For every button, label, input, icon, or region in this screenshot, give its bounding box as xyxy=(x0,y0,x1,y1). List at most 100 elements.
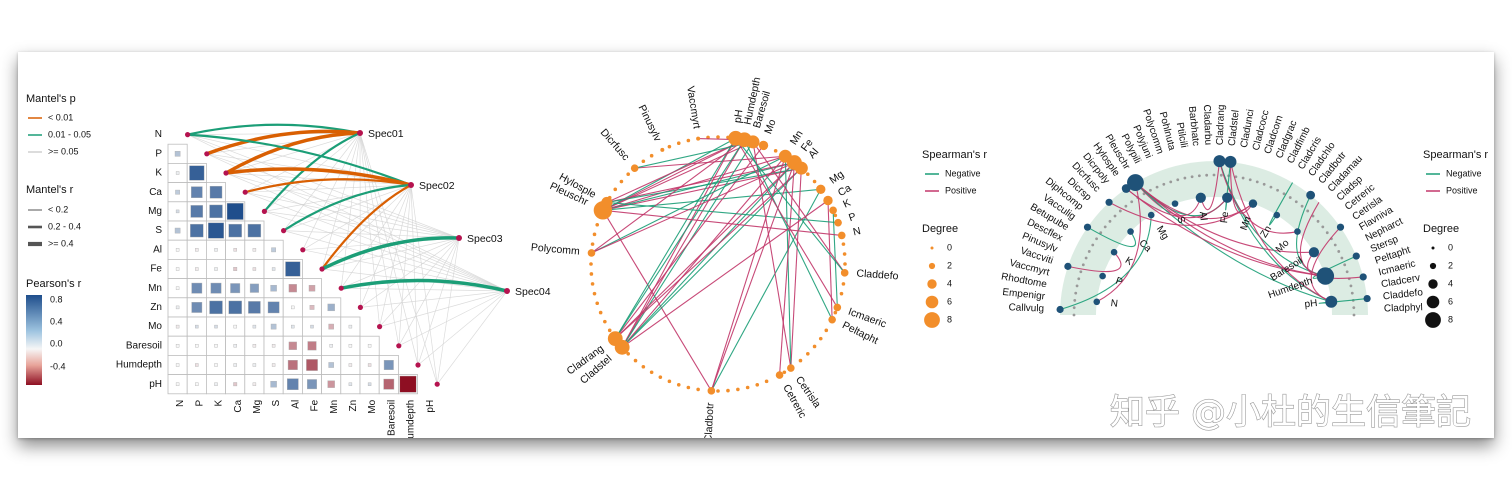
degree-legend-key xyxy=(925,295,939,309)
network-node-small xyxy=(589,272,594,276)
network-node-small xyxy=(745,385,750,390)
network-edge xyxy=(827,200,833,320)
network-node-small xyxy=(633,358,638,363)
semicircle-dot xyxy=(1219,173,1223,177)
network-node-label: Cladbotr xyxy=(702,402,716,438)
network-node-small xyxy=(641,159,646,164)
network-node-small xyxy=(619,179,624,184)
heatmap-square xyxy=(252,324,257,329)
semicircle-edge xyxy=(1229,161,1254,214)
row-label: P xyxy=(155,148,162,159)
network-edge xyxy=(710,156,786,391)
heatmap-square xyxy=(270,323,277,330)
semicircle-dot xyxy=(1113,214,1117,218)
network-node-small xyxy=(589,262,593,266)
semicircle-dot xyxy=(1118,209,1122,213)
semicircle-dot xyxy=(1262,182,1266,186)
degree-legend-label-right: 8 xyxy=(1448,314,1453,324)
heatmap-square xyxy=(233,324,237,329)
mantel-p-legend-label: < 0.01 xyxy=(48,112,73,122)
heatmap-square xyxy=(175,324,180,329)
heatmap-square xyxy=(195,363,199,367)
network-node-small xyxy=(626,352,630,356)
species-node xyxy=(1363,294,1371,303)
network-edge xyxy=(614,162,795,340)
diagonal-node xyxy=(319,266,325,272)
semicircle-dot xyxy=(1095,237,1098,241)
heatmap-square xyxy=(307,379,317,390)
network-node xyxy=(787,364,795,372)
species-node xyxy=(1306,190,1316,200)
heatmap-square xyxy=(287,360,298,370)
semicircle-dot xyxy=(1255,180,1259,184)
semicircle-dot xyxy=(1108,219,1112,223)
column-label: Fe xyxy=(310,399,321,411)
diagonal-node xyxy=(223,170,229,176)
semicircle-dot xyxy=(1081,263,1085,267)
semicircle-dot xyxy=(1276,188,1279,192)
semicircle-dot xyxy=(1352,313,1356,317)
heatmap-square xyxy=(233,248,237,252)
semicircle-edge xyxy=(1200,161,1221,211)
heatmap-square xyxy=(191,302,203,313)
heatmap-square xyxy=(271,363,276,367)
semicircle-dot xyxy=(1084,256,1088,260)
diagonal-node xyxy=(185,132,191,138)
semicircle-dot xyxy=(1349,284,1353,288)
network-node-small xyxy=(607,328,612,333)
mantel-link xyxy=(340,278,508,293)
degree-legend-label-right: 0 xyxy=(1448,242,1453,252)
network-node xyxy=(707,387,716,395)
species-node xyxy=(1213,155,1226,168)
mantel-link-background xyxy=(379,184,412,327)
heatmap-square xyxy=(383,378,395,390)
env-node xyxy=(1248,199,1258,208)
degree-legend-title-right: Degree xyxy=(1423,223,1459,235)
spec-node xyxy=(357,130,363,136)
semicircle-dot xyxy=(1103,225,1107,229)
pearson-legend-tick: 0.4 xyxy=(50,316,63,326)
mantel-link-background xyxy=(283,230,508,292)
semicircle-dot xyxy=(1294,200,1298,204)
mantel-link-background xyxy=(245,184,412,193)
semicircle-dot xyxy=(1234,175,1238,179)
env-node xyxy=(1099,272,1106,280)
network-node-small xyxy=(841,282,846,286)
diagonal-node xyxy=(204,151,210,157)
mantel-link-background xyxy=(225,172,508,292)
heatmap-square xyxy=(190,223,204,238)
network-edge xyxy=(735,137,846,274)
mantel-p-legend-label: >= 0.05 xyxy=(48,146,79,156)
network-node xyxy=(833,303,842,312)
mantel-link-background xyxy=(225,172,412,186)
network-node-small xyxy=(613,187,618,192)
network-node xyxy=(823,195,833,206)
network-node-small xyxy=(676,382,681,387)
network-node xyxy=(816,184,826,195)
mantel-link-background xyxy=(283,132,361,231)
species-node xyxy=(1083,223,1092,231)
network-edge xyxy=(591,139,745,254)
network-node-small xyxy=(592,291,597,296)
network-edge xyxy=(614,145,764,339)
diagonal-node xyxy=(434,381,440,387)
heatmap-square xyxy=(175,286,180,290)
network-node-label: Fe xyxy=(799,137,816,154)
network-node-small xyxy=(590,242,595,246)
heatmap-square xyxy=(228,223,242,238)
network-edge xyxy=(591,162,795,254)
network-node-small xyxy=(842,252,847,256)
row-label: N xyxy=(155,129,162,140)
species-node xyxy=(1056,305,1064,314)
species-label: Cladphyl xyxy=(1384,302,1423,314)
network-edge xyxy=(591,155,786,254)
network-node-small xyxy=(658,375,663,379)
heatmap-square xyxy=(329,344,333,348)
semicircle-dot xyxy=(1352,306,1356,310)
heatmap-square xyxy=(348,382,353,386)
network-node xyxy=(601,196,613,209)
mantel-link-background xyxy=(379,237,460,327)
heatmap-square xyxy=(175,344,180,348)
degree-legend-label: 8 xyxy=(947,314,952,324)
mantel-r-legend-label: >= 0.4 xyxy=(48,238,74,248)
